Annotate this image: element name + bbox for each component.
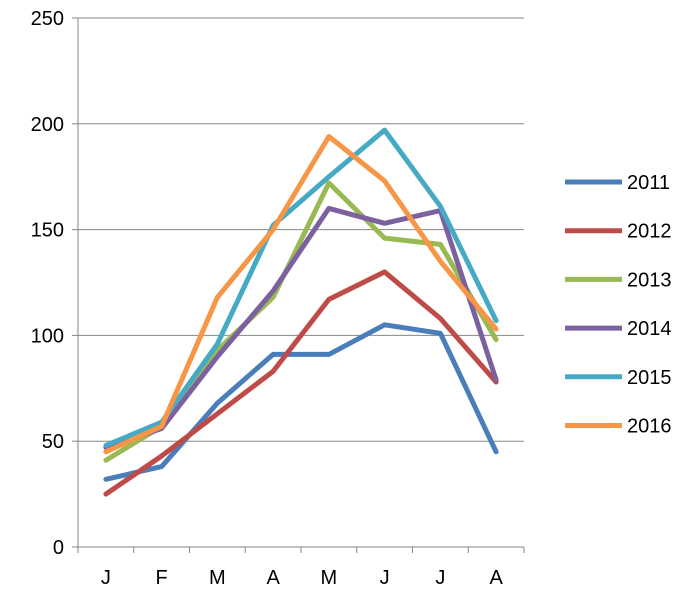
legend-label-2014: 2014 xyxy=(627,318,672,340)
series-line-2015 xyxy=(103,127,499,448)
gridlines xyxy=(78,17,524,442)
legend-label-2011: 2011 xyxy=(627,172,670,194)
legend-label-2015: 2015 xyxy=(627,367,672,389)
x-tick-label-7: A xyxy=(489,567,503,589)
x-tick-label-5: J xyxy=(380,567,390,589)
legend-label-2012: 2012 xyxy=(627,221,672,243)
y-axis-ticks: 0 50 100 150 200 250 xyxy=(31,8,78,559)
y-tick-label-150: 150 xyxy=(31,220,64,242)
series-line-2016 xyxy=(103,134,499,455)
series-lines xyxy=(103,127,499,497)
legend-label-2016: 2016 xyxy=(627,416,672,438)
y-tick-label-250: 250 xyxy=(31,8,64,30)
x-tick-label-2: M xyxy=(209,567,226,589)
y-tick-label-50: 50 xyxy=(42,431,64,453)
x-tick-label-6: J xyxy=(435,567,445,589)
x-tick-label-0: J xyxy=(101,567,111,589)
x-tick-label-4: M xyxy=(321,567,338,589)
y-tick-label-0: 0 xyxy=(53,537,64,559)
series-line-2014 xyxy=(103,205,499,450)
y-tick-label-100: 100 xyxy=(31,325,64,347)
series-line-2012 xyxy=(103,269,499,497)
series-line-2011 xyxy=(103,322,499,482)
legend-label-2013: 2013 xyxy=(627,269,672,291)
legend: 2011 2012 2013 2014 2015 2016 xyxy=(565,172,672,438)
x-tick-label-3: A xyxy=(266,567,280,589)
x-tick-label-1: F xyxy=(156,567,168,589)
y-tick-label-200: 200 xyxy=(31,114,64,136)
